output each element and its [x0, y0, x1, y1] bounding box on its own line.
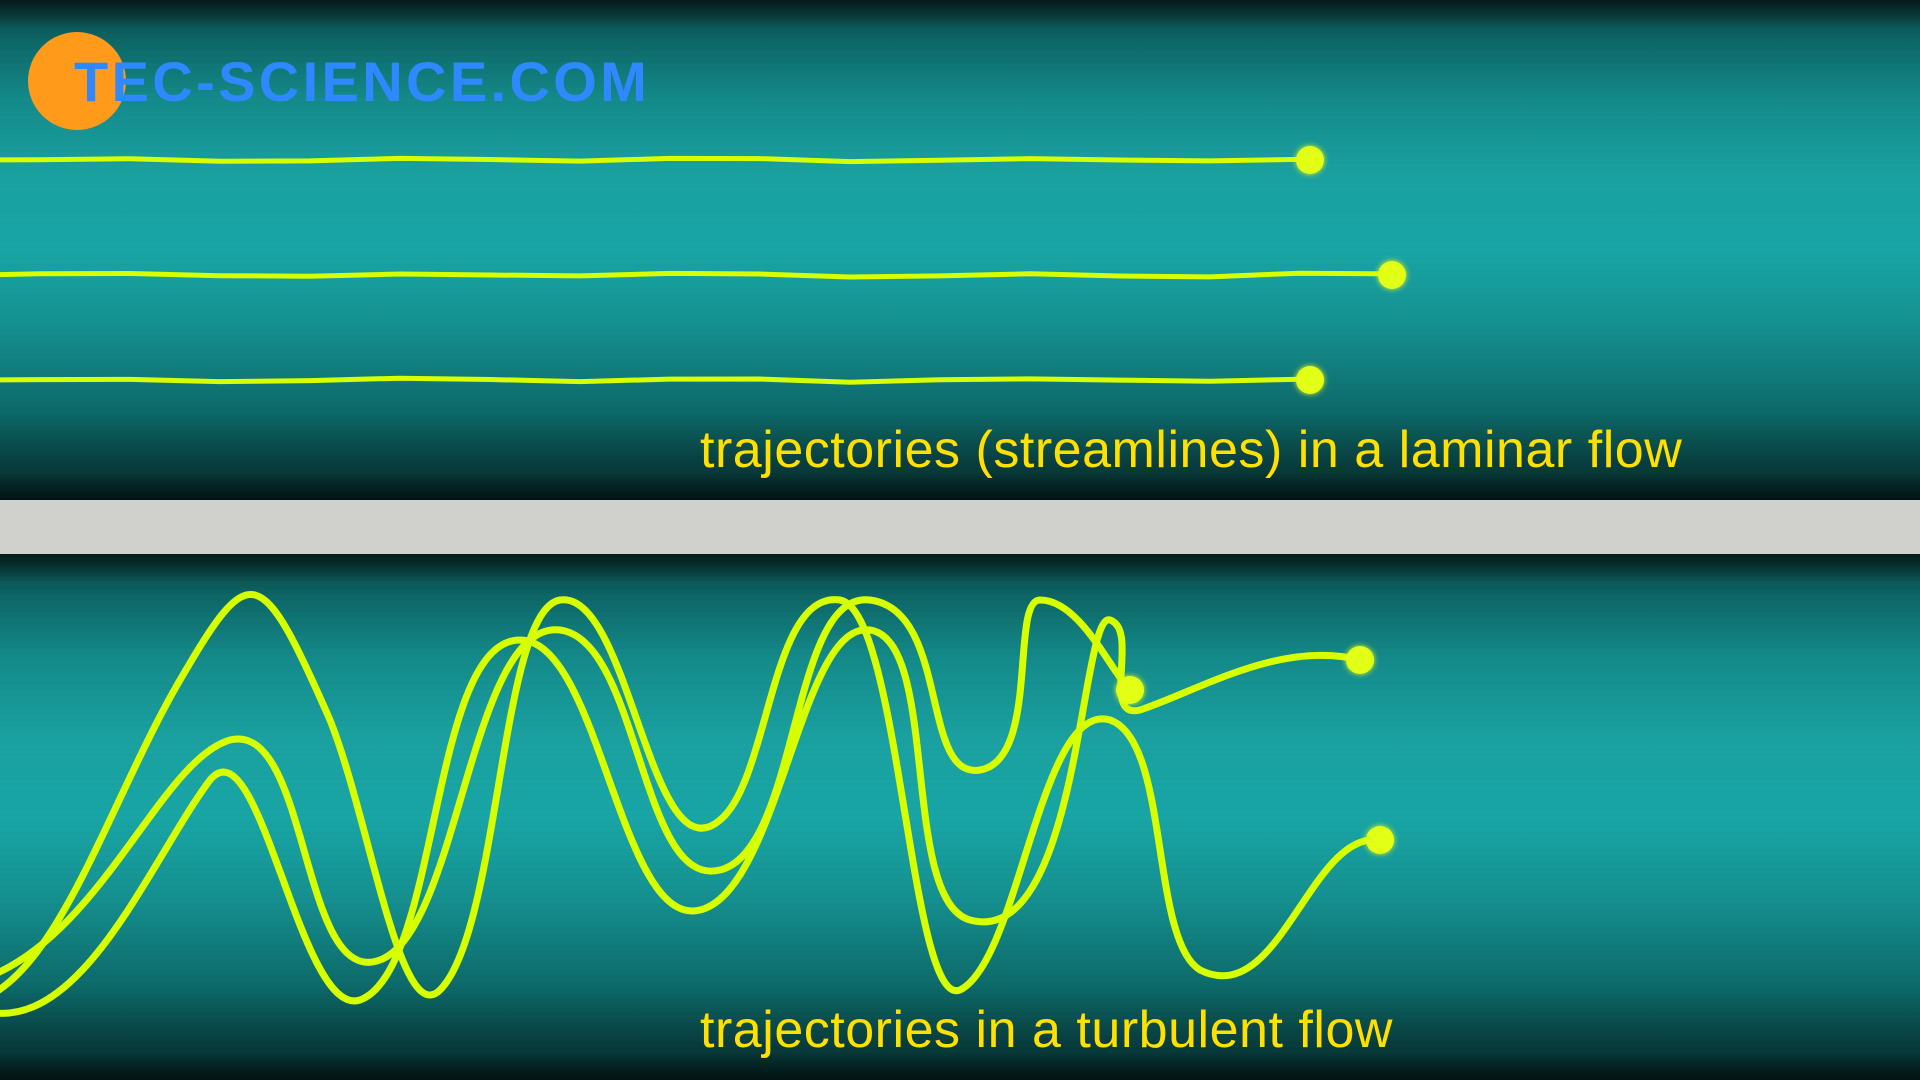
pipe-edge-top — [0, 0, 1920, 28]
logo-text: TEC-SCIENCE.COM — [74, 49, 650, 114]
turbulent-caption: trajectories in a turbulent flow — [700, 1000, 1393, 1060]
pipe-edge-top — [0, 554, 1920, 582]
laminar-caption: trajectories (streamlines) in a laminar … — [700, 420, 1682, 480]
site-logo: TEC-SCIENCE.COM — [28, 32, 650, 130]
